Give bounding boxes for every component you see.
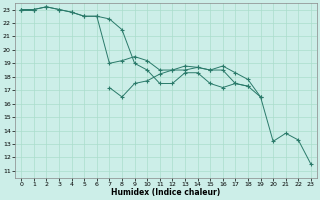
X-axis label: Humidex (Indice chaleur): Humidex (Indice chaleur): [111, 188, 221, 197]
